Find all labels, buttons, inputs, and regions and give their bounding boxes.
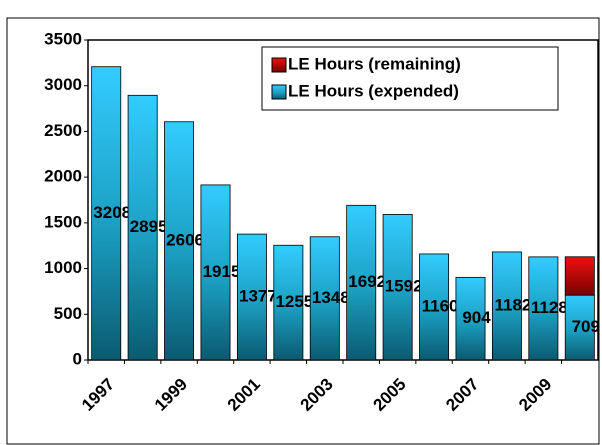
x-tick-label: 2007	[442, 375, 482, 415]
data-label: 2895	[130, 217, 168, 236]
x-tick-label: 1999	[151, 375, 191, 415]
data-label: 1692	[348, 272, 386, 291]
legend-label: LE Hours (remaining)	[288, 54, 461, 73]
data-label: 709	[572, 317, 600, 336]
x-tick-label: 2009	[515, 375, 555, 415]
y-tick-label: 1500	[44, 212, 82, 231]
data-label: 1128	[531, 298, 568, 317]
data-label: 904	[462, 308, 491, 327]
bar	[455, 276, 486, 361]
bar	[200, 184, 231, 361]
data-label: 1160	[422, 296, 459, 315]
y-tick-label: 0	[73, 349, 82, 368]
bar	[164, 121, 195, 361]
y-tick-label: 3000	[44, 75, 82, 94]
legend-swatch	[271, 57, 287, 73]
y-tick-label: 500	[54, 304, 82, 323]
y-tick-label: 3500	[44, 29, 82, 48]
y-tick-label: 2500	[44, 121, 82, 140]
legend-swatch	[271, 84, 287, 100]
bar	[127, 94, 158, 361]
data-label: 1915	[203, 262, 241, 281]
data-label: 2606	[166, 230, 204, 249]
bar	[309, 236, 340, 361]
bar	[273, 244, 304, 361]
frame	[6, 17, 600, 445]
x-tick-label: 1997	[78, 375, 118, 415]
bar	[564, 256, 595, 296]
bar	[564, 294, 595, 361]
data-label: 1348	[312, 288, 350, 307]
data-label: 1592	[385, 277, 423, 296]
bar	[91, 66, 122, 361]
bar	[419, 253, 450, 361]
data-label: 1255	[275, 292, 313, 311]
bar	[382, 214, 413, 361]
data-label: 1377	[239, 287, 277, 306]
legend-label: LE Hours (expended)	[288, 81, 459, 100]
y-tick-label: 2000	[44, 167, 82, 186]
bar	[236, 233, 267, 361]
data-label: 1182	[494, 295, 531, 314]
x-tick-label: 2003	[297, 375, 337, 415]
bar	[528, 256, 559, 361]
x-tick-label: 2005	[369, 375, 409, 415]
bar	[491, 251, 522, 361]
legend-box	[261, 46, 559, 111]
x-tick-label: 2001	[224, 375, 264, 415]
bar	[346, 204, 377, 361]
data-label: 3208	[93, 203, 131, 222]
y-tick-label: 1000	[44, 258, 82, 277]
